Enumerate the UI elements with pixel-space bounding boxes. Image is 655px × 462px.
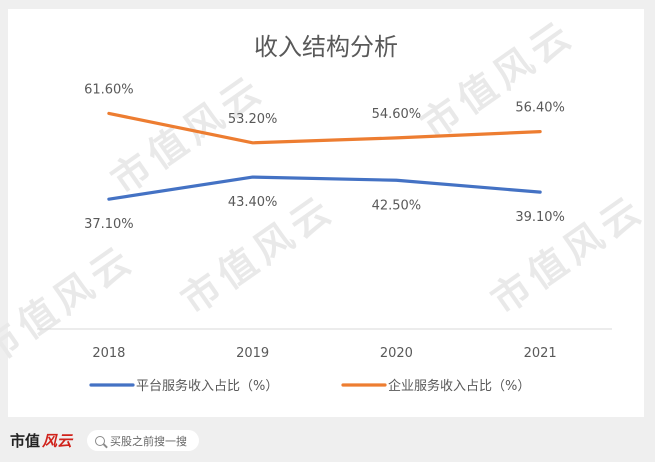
- legend-label-1: 平台服务收入占比（%）: [136, 378, 278, 394]
- data-label: 43.40%: [228, 195, 278, 210]
- brand-logo: 市值 风云: [10, 430, 72, 450]
- chart-title: 收入结构分析: [254, 33, 398, 61]
- data-label: 54.60%: [372, 107, 422, 122]
- data-label: 42.50%: [372, 198, 422, 213]
- brand-mark: 风云: [42, 431, 73, 450]
- data-label: 53.20%: [228, 112, 278, 127]
- series-line-2: [107, 111, 542, 145]
- series-line-1: [107, 175, 542, 201]
- legend-label-2: 企业服务收入占比（%）: [388, 378, 530, 394]
- data-label: 56.40%: [515, 101, 565, 116]
- data-label: 61.60%: [84, 82, 134, 97]
- chart-panel: 市值风云 市值风云 市值风云 市值风云 市值风云 收入结构分析 2018 2019 2…: [0, 9, 653, 417]
- data-label: 37.10%: [84, 217, 134, 232]
- footer-bar: 市值 风云 买股之前搜一搜: [0, 417, 655, 462]
- search-box[interactable]: 买股之前搜一搜: [87, 430, 199, 451]
- brand-text: 市值: [10, 431, 41, 450]
- search-placeholder: 买股之前搜一搜: [110, 434, 187, 448]
- x-tick-label: 2021: [524, 346, 557, 361]
- line-chart: 收入结构分析 2018 2019 2020 2021 37.10% 43.40% 42.50%…: [37, 33, 612, 394]
- search-icon: [95, 435, 105, 446]
- x-tick-label: 2020: [380, 346, 413, 361]
- data-label: 39.10%: [515, 210, 565, 225]
- x-tick-label: 2019: [236, 346, 269, 361]
- x-tick-label: 2018: [92, 346, 125, 361]
